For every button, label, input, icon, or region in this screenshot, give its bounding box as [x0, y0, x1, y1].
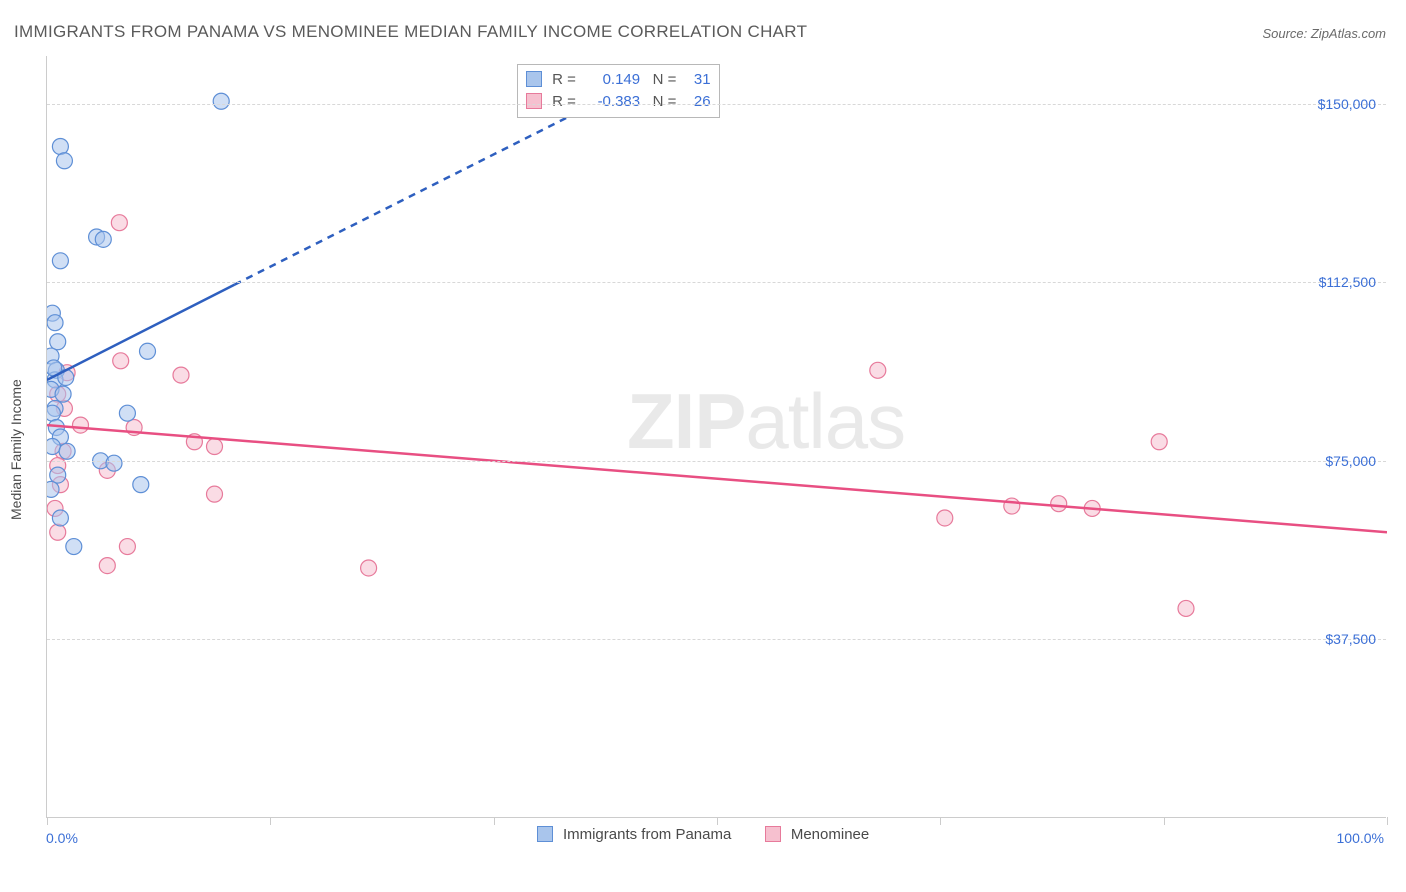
x-tick: [940, 817, 941, 825]
corr-r-label: R =: [552, 91, 576, 113]
scatter-point: [1151, 434, 1167, 450]
scatter-point: [66, 539, 82, 555]
trend-line: [47, 285, 235, 380]
scatter-point: [361, 560, 377, 576]
legend-b-label: Menominee: [791, 826, 869, 843]
y-tick-label: $150,000: [1318, 96, 1376, 112]
scatter-point: [207, 486, 223, 502]
scatter-point: [55, 386, 71, 402]
scatter-point: [52, 138, 68, 154]
series-legend: Immigrants from Panama Menominee: [0, 826, 1406, 843]
x-tick: [1387, 817, 1388, 825]
scatter-point: [52, 510, 68, 526]
corr-r-label: R =: [552, 69, 576, 91]
corr-r-b: -0.383: [580, 91, 640, 113]
scatter-point: [106, 455, 122, 471]
scatter-point: [52, 253, 68, 269]
scatter-point: [119, 539, 135, 555]
corr-n-label: N =: [653, 91, 677, 113]
scatter-point: [111, 215, 127, 231]
legend-a-label: Immigrants from Panama: [563, 826, 731, 843]
scatter-point: [47, 315, 63, 331]
corr-n-label: N =: [653, 69, 677, 91]
x-tick: [717, 817, 718, 825]
chart-title: IMMIGRANTS FROM PANAMA VS MENOMINEE MEDI…: [14, 22, 807, 42]
scatter-point: [870, 362, 886, 378]
scatter-point: [73, 417, 89, 433]
swatch-a-icon: [537, 826, 553, 842]
scatter-point: [173, 367, 189, 383]
scatter-point: [47, 481, 59, 497]
y-tick-label: $37,500: [1325, 631, 1376, 647]
x-tick: [47, 817, 48, 825]
swatch-b-icon: [526, 93, 542, 109]
corr-row-a: R = 0.149 N = 31: [526, 69, 711, 91]
gridline: [47, 104, 1386, 105]
gridline: [47, 282, 1386, 283]
scatter-point: [56, 153, 72, 169]
x-tick: [494, 817, 495, 825]
scatter-point: [1178, 600, 1194, 616]
corr-r-a: 0.149: [580, 69, 640, 91]
y-tick-label: $75,000: [1325, 453, 1376, 469]
x-tick: [270, 817, 271, 825]
scatter-point: [140, 343, 156, 359]
scatter-point: [47, 439, 60, 455]
trend-line: [47, 425, 1387, 532]
scatter-point: [133, 477, 149, 493]
scatter-point: [95, 231, 111, 247]
gridline: [47, 639, 1386, 640]
scatter-point: [113, 353, 129, 369]
scatter-point: [119, 405, 135, 421]
swatch-b-icon: [765, 826, 781, 842]
chart-svg: [47, 56, 1387, 818]
scatter-point: [59, 443, 75, 459]
source-attribution: Source: ZipAtlas.com: [1262, 26, 1386, 41]
swatch-a-icon: [526, 71, 542, 87]
scatter-point: [1051, 496, 1067, 512]
x-tick: [1164, 817, 1165, 825]
corr-n-a: 31: [681, 69, 711, 91]
chart-plot-area: ZIPatlas R = 0.149 N = 31 R = -0.383 N =…: [46, 56, 1386, 818]
corr-row-b: R = -0.383 N = 26: [526, 91, 711, 113]
scatter-point: [50, 334, 66, 350]
y-tick-label: $112,500: [1319, 274, 1376, 290]
y-axis-label: Median Family Income: [8, 379, 24, 520]
corr-n-b: 26: [681, 91, 711, 113]
scatter-point: [213, 93, 229, 109]
scatter-point: [937, 510, 953, 526]
scatter-point: [50, 467, 66, 483]
scatter-point: [99, 558, 115, 574]
trend-line: [235, 89, 624, 284]
gridline: [47, 461, 1386, 462]
scatter-point: [207, 439, 223, 455]
correlation-legend: R = 0.149 N = 31 R = -0.383 N = 26: [517, 64, 720, 118]
scatter-point: [47, 405, 60, 421]
scatter-point: [50, 524, 66, 540]
scatter-point: [1004, 498, 1020, 514]
